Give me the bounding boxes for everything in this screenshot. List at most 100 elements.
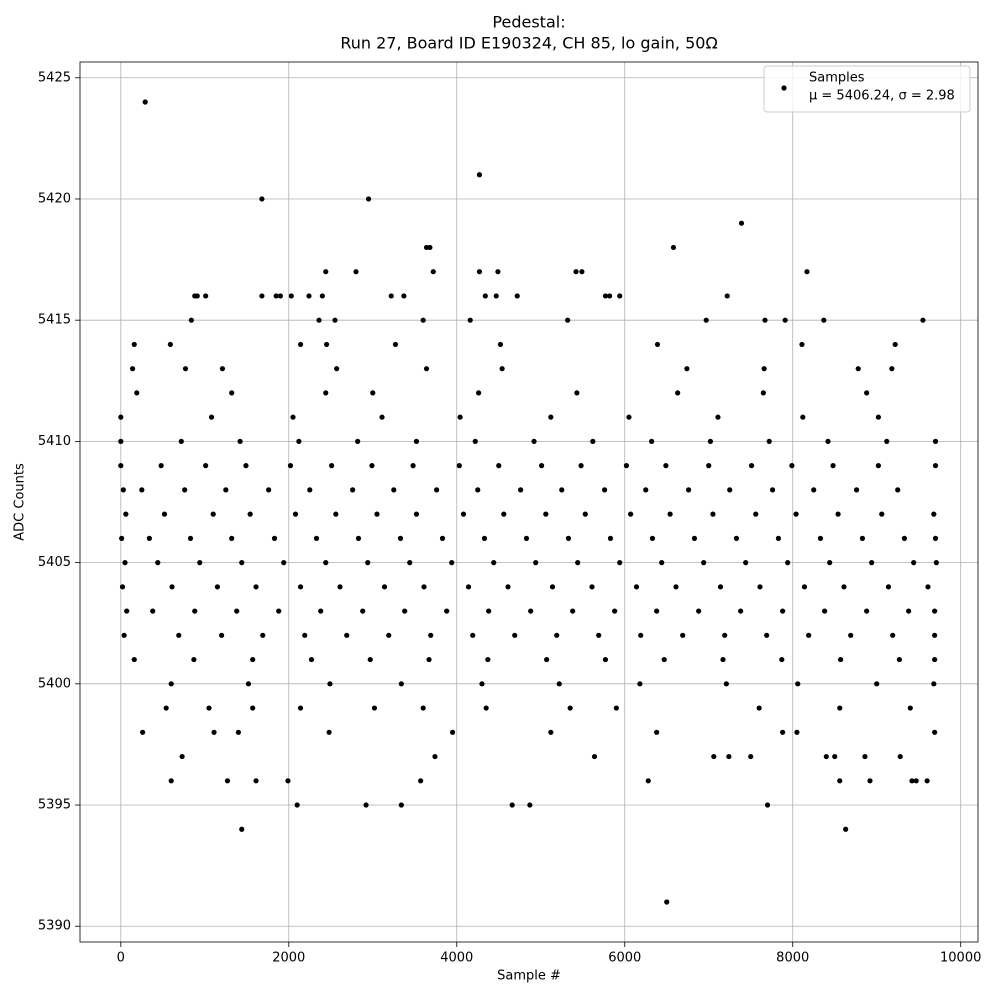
- point: [743, 560, 749, 566]
- point: [161, 511, 168, 517]
- point: [206, 705, 212, 711]
- point: [633, 584, 640, 590]
- point: [890, 632, 896, 638]
- point: [413, 438, 420, 444]
- point: [680, 632, 686, 638]
- point: [323, 269, 329, 275]
- point: [323, 390, 329, 396]
- point: [706, 463, 712, 469]
- point: [129, 366, 136, 372]
- point: [738, 608, 744, 614]
- point: [775, 535, 782, 541]
- point: [543, 511, 549, 517]
- point: [292, 511, 299, 517]
- point: [318, 608, 324, 614]
- point: [911, 560, 917, 566]
- point: [538, 463, 545, 469]
- point: [250, 656, 256, 663]
- point: [121, 632, 127, 638]
- point: [434, 487, 440, 493]
- chart-subtitle: Run 27, Board ID E190324, CH 85, lo gain…: [340, 34, 717, 53]
- point: [748, 753, 754, 760]
- point: [617, 560, 623, 566]
- point: [118, 438, 124, 444]
- point: [139, 487, 145, 493]
- point: [187, 535, 194, 541]
- y-tick-label: 5425: [38, 70, 71, 85]
- point: [495, 269, 501, 275]
- point: [428, 632, 434, 638]
- point: [273, 293, 279, 299]
- point: [259, 293, 265, 299]
- point: [654, 608, 660, 614]
- point: [158, 463, 164, 469]
- point: [703, 317, 709, 323]
- point: [472, 438, 478, 444]
- point: [832, 753, 838, 760]
- point: [476, 269, 483, 275]
- point: [470, 632, 476, 638]
- point: [467, 317, 473, 323]
- point: [235, 729, 242, 735]
- point: [410, 463, 416, 469]
- legend-box: [763, 65, 971, 113]
- point: [482, 293, 488, 299]
- point: [892, 341, 898, 348]
- point: [371, 705, 378, 711]
- point: [140, 729, 146, 735]
- point: [711, 753, 717, 760]
- point: [804, 269, 810, 275]
- point: [168, 681, 174, 687]
- point: [512, 632, 518, 638]
- point: [203, 293, 209, 299]
- point: [194, 293, 200, 299]
- point: [290, 414, 296, 420]
- point: [457, 414, 463, 420]
- point: [456, 463, 462, 469]
- point: [386, 632, 392, 638]
- point: [875, 463, 881, 469]
- point: [724, 293, 730, 299]
- point: [353, 269, 359, 275]
- point: [337, 584, 343, 590]
- point: [696, 608, 702, 614]
- point: [247, 511, 253, 517]
- point: [835, 511, 841, 517]
- point: [169, 584, 175, 590]
- point: [211, 729, 217, 735]
- point: [837, 778, 843, 784]
- point: [924, 778, 930, 784]
- point: [479, 681, 485, 687]
- point: [313, 535, 320, 541]
- point: [855, 366, 861, 372]
- point: [785, 560, 791, 566]
- point: [913, 778, 919, 784]
- y-tick-label: 5410: [38, 434, 71, 449]
- point: [762, 317, 768, 323]
- point: [237, 438, 243, 444]
- point: [329, 463, 335, 469]
- point: [297, 584, 304, 590]
- point: [867, 778, 873, 784]
- point: [667, 511, 673, 517]
- point: [864, 390, 870, 396]
- point: [567, 705, 573, 711]
- point: [628, 511, 634, 517]
- x-tick-label: 6000: [608, 951, 641, 966]
- point: [239, 826, 245, 832]
- point: [432, 753, 438, 760]
- point: [465, 584, 472, 590]
- point: [591, 753, 598, 760]
- point: [675, 390, 681, 396]
- point: [548, 729, 554, 735]
- point: [234, 608, 240, 614]
- point: [565, 317, 571, 323]
- point: [623, 463, 630, 469]
- point: [590, 438, 596, 444]
- point: [398, 681, 404, 687]
- point: [909, 778, 915, 784]
- point: [906, 608, 912, 614]
- point: [250, 705, 256, 711]
- point: [748, 463, 755, 469]
